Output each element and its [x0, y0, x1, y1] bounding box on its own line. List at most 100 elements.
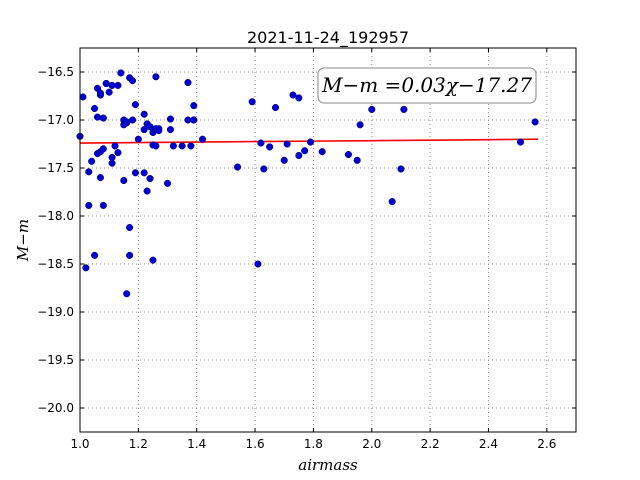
data-point [146, 175, 154, 183]
data-point [91, 104, 99, 113]
data-point [280, 156, 288, 164]
x-tick-label: 2.2 [421, 437, 440, 451]
data-point [114, 149, 122, 157]
x-tick-label: 2.0 [362, 437, 381, 451]
data-point [131, 169, 139, 177]
data-point [140, 110, 148, 118]
data-points [76, 69, 539, 298]
data-point [295, 94, 303, 102]
data-point [120, 176, 128, 185]
data-point [266, 143, 274, 151]
data-point [143, 187, 151, 195]
data-point [149, 256, 157, 264]
data-point [79, 93, 87, 101]
data-point [152, 142, 160, 150]
data-point [184, 79, 192, 87]
data-point [126, 223, 134, 232]
annotation-box [317, 67, 537, 104]
annotation-text: M−m =0.03χ−17.27 [321, 73, 532, 97]
y-tick-label: −16.5 [37, 65, 74, 79]
data-point [190, 116, 198, 124]
y-axis-ticks: −16.5 −17.0 −17.5 −18.0 −18.5 −19.0 −19.5 −20.0 [37, 65, 576, 415]
grid-lines [79, 48, 576, 432]
data-point [96, 174, 104, 182]
data-point [85, 168, 93, 176]
data-point [190, 102, 198, 110]
data-point [353, 156, 361, 164]
data-point [99, 114, 107, 122]
data-point [248, 98, 256, 106]
y-tick-label: −20.0 [37, 401, 74, 415]
data-point [400, 105, 408, 113]
data-point [517, 138, 525, 146]
y-axis-label: M−m [14, 219, 32, 262]
data-point [111, 142, 119, 150]
data-point [140, 169, 148, 177]
data-point [155, 127, 163, 135]
data-point [134, 135, 142, 143]
data-point [96, 89, 104, 97]
x-axis-label: airmass [298, 456, 358, 474]
data-point [187, 142, 195, 150]
data-point [368, 105, 376, 113]
data-point [257, 139, 265, 147]
data-point [82, 264, 90, 272]
data-point [344, 151, 352, 159]
data-point [318, 148, 326, 156]
x-tick-label: 2.4 [479, 437, 498, 451]
data-point [93, 113, 102, 121]
y-tick-label: −19.5 [37, 353, 74, 367]
fit-annotation: M−m =0.03χ−17.27 [317, 67, 537, 104]
y-tick-label: −19.0 [37, 305, 74, 319]
data-point [254, 260, 262, 268]
x-tick-label: 2.6 [537, 437, 556, 451]
x-tick-label: 1.6 [246, 437, 265, 451]
data-point [117, 69, 125, 77]
data-point [126, 251, 134, 259]
chart-title: 2021-11-24_192957 [247, 28, 409, 48]
x-tick-label: 1.8 [304, 437, 323, 451]
data-point [306, 138, 315, 146]
plot-frame [79, 47, 577, 433]
data-point [88, 157, 96, 165]
data-point [108, 159, 116, 167]
data-point [531, 118, 539, 126]
x-tick-label: 1.0 [70, 437, 89, 451]
y-tick-label: −17.5 [37, 161, 74, 175]
data-point [178, 142, 186, 150]
x-tick-label: 1.4 [187, 437, 206, 451]
data-point [99, 145, 107, 153]
data-point [166, 115, 174, 123]
data-point [99, 201, 107, 209]
data-point [140, 126, 148, 134]
y-tick-label: −18.0 [37, 209, 74, 223]
data-point [271, 103, 280, 112]
data-point [123, 290, 131, 298]
x-tick-label: 1.2 [129, 437, 148, 451]
y-tick-label: −17.0 [37, 113, 74, 127]
data-point [163, 179, 172, 187]
data-point [91, 251, 99, 259]
data-point [114, 81, 122, 89]
data-point [198, 135, 207, 143]
data-point [131, 101, 139, 109]
data-point [105, 88, 113, 96]
data-point [289, 91, 297, 99]
data-point [128, 77, 137, 85]
data-point [388, 198, 396, 206]
data-point [166, 126, 174, 134]
data-point [85, 201, 93, 209]
data-point [234, 163, 242, 171]
data-point [283, 140, 291, 148]
data-point [301, 147, 309, 155]
x-axis-ticks: 1.0 1.2 1.4 1.6 1.8 2.0 2.2 2.4 2.6 [70, 48, 556, 451]
data-point [260, 165, 268, 173]
data-point [397, 165, 405, 173]
data-point [356, 121, 364, 129]
data-point [169, 142, 177, 150]
data-point [295, 151, 303, 160]
data-point [128, 116, 137, 124]
y-tick-label: −18.5 [37, 257, 74, 271]
data-point [152, 73, 160, 81]
